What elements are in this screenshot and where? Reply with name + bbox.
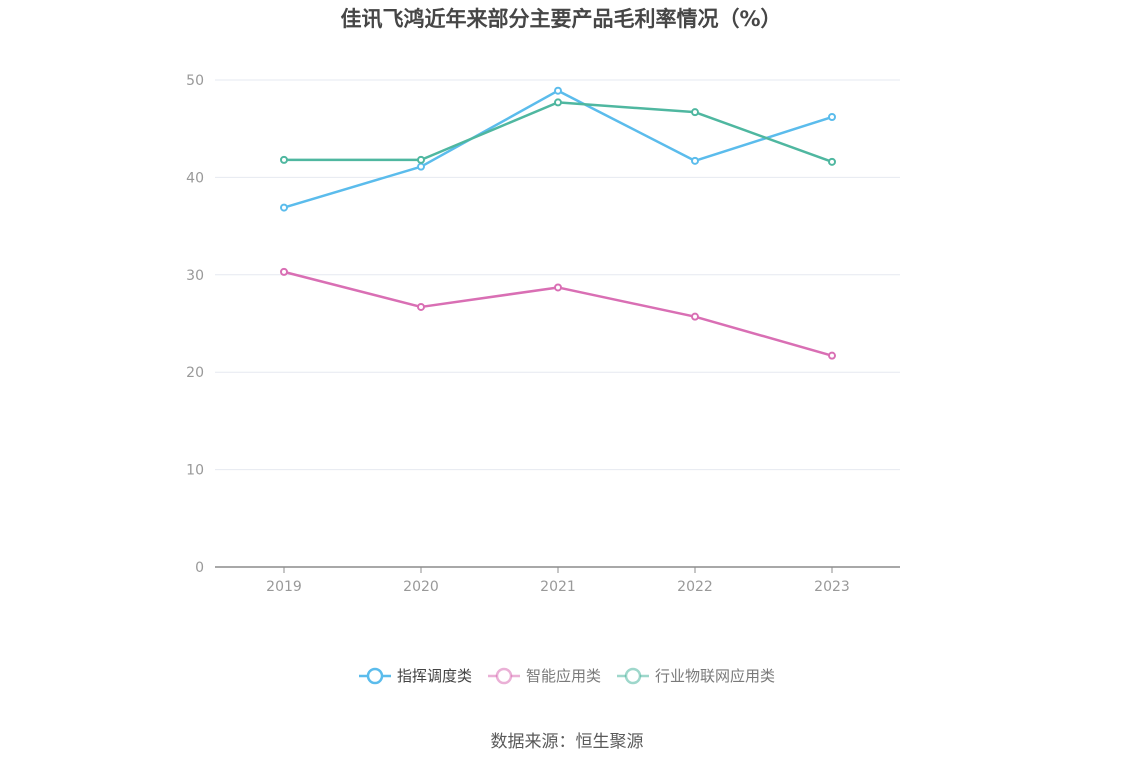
data-point <box>554 98 562 107</box>
data-point <box>417 162 425 171</box>
y-tick-label: 40 <box>186 170 204 186</box>
x-axis: 2019 2020 2021 2022 2023 <box>215 566 900 595</box>
data-point <box>554 283 562 292</box>
data-point <box>828 113 836 122</box>
series-line-1 <box>283 89 833 209</box>
x-tick-label: 2020 <box>403 579 439 595</box>
data-point <box>828 157 836 166</box>
y-tick-label: 0 <box>195 560 204 576</box>
data-point <box>691 156 699 165</box>
x-tick-label: 2021 <box>540 579 576 595</box>
legend-label: 指挥调度类 <box>397 667 472 685</box>
legend-swatch-marker <box>366 667 384 685</box>
legend-swatch-marker <box>495 667 513 685</box>
source-note: 数据来源：恒生聚源 <box>491 732 644 752</box>
series-line-3 <box>284 101 833 163</box>
series-group <box>280 86 836 360</box>
gridlines <box>215 79 900 471</box>
y-tick-label: 30 <box>186 268 204 284</box>
x-tick-label: 2022 <box>677 579 713 595</box>
legend: 指挥调度类 智能应用类 行业物联网应用类 <box>359 667 775 685</box>
data-point <box>280 203 288 212</box>
x-tick-label: 2019 <box>266 579 302 595</box>
data-point <box>417 302 425 311</box>
data-point <box>280 267 288 276</box>
legend-item-1[interactable]: 指挥调度类 <box>359 667 472 685</box>
data-point <box>280 155 288 164</box>
legend-label: 智能应用类 <box>526 667 601 685</box>
legend-item-3[interactable]: 行业物联网应用类 <box>617 667 775 685</box>
data-point <box>691 312 699 321</box>
y-tick-label: 10 <box>186 463 204 479</box>
data-point <box>417 155 425 164</box>
legend-item-2[interactable]: 智能应用类 <box>488 667 601 685</box>
y-tick-label: 20 <box>186 365 204 381</box>
data-point <box>691 108 699 117</box>
data-point <box>554 86 562 95</box>
legend-swatch-marker <box>624 667 642 685</box>
y-tick-label: 50 <box>186 73 204 89</box>
data-point <box>828 351 836 360</box>
y-axis: 0 10 20 30 40 50 <box>186 73 204 576</box>
x-tick-label: 2023 <box>814 579 850 595</box>
legend-label: 行业物联网应用类 <box>655 667 775 685</box>
chart-title: 佳讯飞鸿近年来部分主要产品毛利率情况（%） <box>340 7 781 31</box>
